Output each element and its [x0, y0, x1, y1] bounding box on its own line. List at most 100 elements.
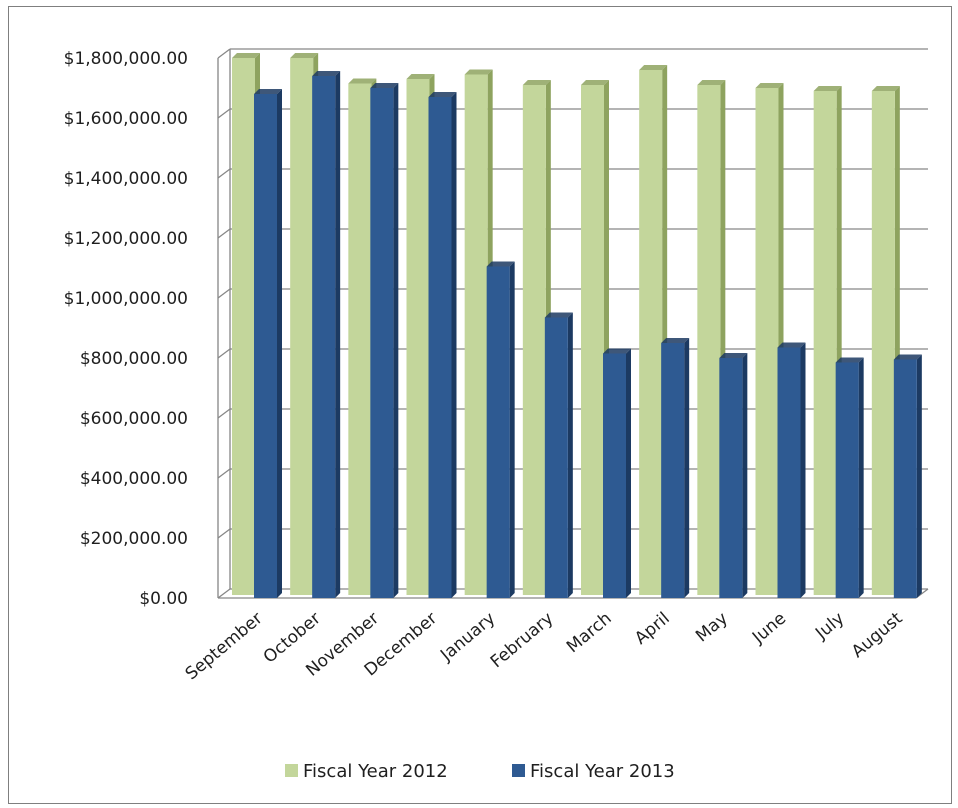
bar-top [581, 80, 609, 85]
y-tick-label: $200,000.00 [80, 529, 188, 549]
bar-fiscal-year-2013-january [486, 261, 515, 598]
bar-front [370, 88, 394, 598]
bar-top [697, 80, 726, 85]
bar-top [603, 348, 631, 354]
bar-side [509, 261, 515, 598]
bar-fiscal-year-2013-december [428, 92, 457, 598]
bar-side [684, 338, 690, 598]
x-tick-label-march: March [563, 609, 616, 658]
bar-front [813, 91, 837, 595]
x-tick-label-june: June [748, 609, 790, 649]
x-tick-label-may: May [692, 609, 732, 647]
bar-top [428, 92, 457, 97]
bar-front [755, 88, 779, 595]
bar-front [406, 79, 430, 595]
gridline-depth [217, 468, 231, 479]
bar-top [232, 53, 260, 58]
bar-front [464, 74, 488, 595]
bar-fiscal-year-2013-september [254, 89, 282, 598]
bar-front [581, 85, 604, 595]
x-axis-category-labels: SeptemberOctoberNovemberDecemberJanuaryF… [182, 608, 907, 684]
bar-front [522, 85, 546, 595]
bar-front [871, 91, 895, 595]
y-tick-label: $400,000.00 [80, 469, 188, 489]
bar-side [335, 71, 341, 598]
bar-front [719, 358, 743, 598]
gridline-depth [217, 528, 231, 539]
bar-fiscal-year-2013-august [893, 354, 922, 598]
x-tick-label-august: August [848, 608, 907, 662]
bar-side [567, 312, 573, 598]
bar-fiscal-year-2013-may [719, 353, 748, 598]
bar-top [755, 83, 784, 88]
legend-label-fiscal-year-2013: Fiscal Year 2013 [530, 761, 675, 782]
bar-side [451, 92, 457, 598]
bar-top [835, 357, 864, 363]
gridline-depth [217, 588, 231, 599]
bar-front [348, 83, 372, 595]
bar-front [639, 70, 663, 595]
gridline-depth [217, 168, 231, 179]
y-tick-label: $1,600,000.00 [64, 109, 188, 129]
bar-fiscal-year-2013-march [603, 348, 631, 598]
legend: Fiscal Year 2012 Fiscal Year 2013 [285, 761, 675, 782]
bar-top [661, 338, 690, 343]
bar-top [312, 71, 341, 76]
y-tick-label: $600,000.00 [80, 409, 188, 429]
bar-side [277, 89, 282, 598]
bar-front [486, 266, 510, 598]
bar-top [486, 261, 515, 267]
bar-front [777, 347, 801, 598]
bar-top [893, 354, 922, 360]
gridline-depth [217, 408, 231, 419]
bar-front [312, 76, 336, 598]
bar-top [522, 80, 551, 85]
bar-front [603, 353, 626, 598]
bar-fiscal-year-2013-june [777, 342, 806, 598]
gridlines [217, 48, 928, 599]
gridline-depth [217, 108, 231, 119]
legend-swatch-fiscal-year-2013 [512, 764, 525, 777]
bar-front [290, 58, 314, 595]
bar-top [370, 83, 399, 88]
bar-side [393, 83, 399, 598]
gridline-depth [217, 228, 231, 239]
bar-top [777, 342, 806, 348]
bar-top [639, 65, 668, 70]
y-tick-label: $1,800,000.00 [64, 49, 188, 69]
bar-front [835, 362, 859, 598]
y-axis-tick-labels: $0.00 $200,000.00 $400,000.00 $600,000.00 $8… [64, 49, 188, 609]
bar-front [661, 343, 685, 598]
bar-fiscal-year-2013-november [370, 83, 399, 598]
bars [232, 53, 922, 598]
bar-side [626, 348, 631, 598]
bar-top [290, 53, 319, 58]
gridline-depth [217, 48, 231, 59]
x-tick-label-february: February [487, 609, 558, 673]
bar-top [464, 69, 493, 75]
bar-top [719, 353, 748, 358]
gridline-depth [217, 348, 231, 359]
bar-side [916, 354, 922, 598]
bar-front [893, 359, 917, 598]
bar-side [858, 357, 864, 598]
bar-top [544, 312, 573, 318]
bar-front [544, 317, 568, 598]
x-tick-label-april: April [631, 609, 674, 649]
bar-top [813, 86, 842, 91]
bar-top [406, 74, 435, 79]
x-tick-label-september: September [182, 609, 267, 685]
x-tick-label-july: July [811, 609, 848, 645]
y-tick-label: $1,400,000.00 [64, 169, 188, 189]
bar-top [254, 89, 282, 94]
bar-front [697, 85, 721, 595]
gridline-depth [217, 288, 231, 299]
bar-top [871, 86, 900, 91]
bar-side [800, 342, 806, 598]
bar-fiscal-year-2013-july [835, 357, 864, 598]
y-tick-label: $1,000,000.00 [64, 289, 188, 309]
bar-fiscal-year-2013-october [312, 71, 341, 598]
y-tick-label: $1,200,000.00 [64, 229, 188, 249]
legend-swatch-fiscal-year-2012 [285, 764, 298, 777]
